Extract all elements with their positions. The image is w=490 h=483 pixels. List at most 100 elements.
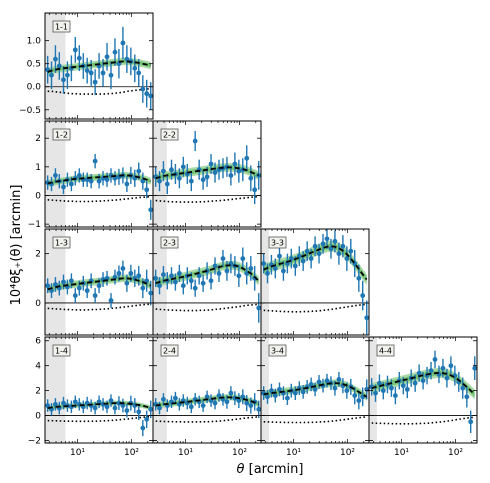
data-point bbox=[272, 393, 278, 399]
y-tick-label: 4 bbox=[35, 362, 41, 372]
data-point bbox=[228, 390, 234, 396]
panel-plot-area bbox=[45, 337, 153, 443]
x-tick-label: 10¹ bbox=[394, 448, 409, 458]
panel-label: 2-4 bbox=[163, 347, 176, 356]
panel-label-box bbox=[52, 236, 71, 249]
data-point bbox=[284, 395, 290, 401]
data-point bbox=[240, 256, 246, 261]
data-point bbox=[120, 40, 126, 46]
data-point bbox=[72, 293, 78, 298]
data-point bbox=[96, 399, 102, 405]
data-point bbox=[236, 168, 242, 174]
data-point bbox=[96, 283, 102, 289]
model-line bbox=[155, 166, 260, 180]
y-tick-label: −0.5 bbox=[19, 106, 41, 116]
data-point bbox=[72, 399, 78, 405]
model-line bbox=[155, 264, 260, 285]
model-band-inner bbox=[155, 165, 259, 181]
y-axis-title: 10⁴θξ₊(θ) [arcmin] bbox=[9, 185, 24, 306]
data-point bbox=[200, 177, 206, 183]
data-point bbox=[416, 370, 422, 376]
y-tick-label: 0.5 bbox=[27, 60, 41, 70]
data-point bbox=[136, 70, 142, 76]
model-line bbox=[47, 277, 152, 291]
data-point bbox=[104, 404, 110, 410]
data-point bbox=[128, 270, 134, 276]
data-point bbox=[88, 178, 94, 184]
data-point bbox=[161, 168, 166, 174]
data-point bbox=[360, 293, 366, 298]
y-tick-label: 0 bbox=[35, 299, 41, 309]
data-point bbox=[204, 174, 210, 180]
data-point bbox=[61, 279, 66, 285]
data-point bbox=[148, 406, 153, 412]
x-axis-unit: [arcmin] bbox=[245, 462, 304, 477]
data-point bbox=[373, 390, 378, 396]
y-tick-label: 0.0 bbox=[27, 83, 42, 93]
panel-plot-area bbox=[45, 229, 153, 335]
data-point bbox=[328, 246, 334, 252]
data-point bbox=[124, 280, 130, 286]
data-point bbox=[96, 178, 102, 184]
data-point bbox=[244, 155, 250, 161]
data-point bbox=[161, 272, 166, 278]
data-point bbox=[316, 251, 322, 257]
data-point bbox=[61, 400, 66, 406]
panel-plot-area bbox=[369, 337, 477, 443]
data-point bbox=[144, 187, 150, 193]
panel-3-4: 10¹ 10² 3-4 bbox=[260, 336, 370, 458]
panel-4-4: 10¹ 10² 4-4 bbox=[368, 336, 478, 458]
data-point bbox=[308, 256, 314, 261]
data-point bbox=[220, 256, 226, 261]
data-point bbox=[216, 270, 222, 276]
y-tick-label: 2 bbox=[35, 387, 41, 397]
data-point bbox=[428, 368, 434, 374]
scale-cut-region bbox=[261, 337, 269, 443]
data-point bbox=[45, 283, 51, 289]
panel-label: 3-4 bbox=[271, 347, 284, 356]
data-point bbox=[204, 394, 210, 400]
data-point bbox=[400, 383, 406, 389]
model-line bbox=[47, 402, 151, 409]
data-point bbox=[464, 394, 470, 400]
data-point bbox=[92, 158, 98, 164]
data-point bbox=[188, 178, 194, 184]
data-point bbox=[148, 207, 153, 213]
panel-plot-area bbox=[261, 337, 369, 443]
data-point bbox=[277, 386, 282, 392]
data-point bbox=[104, 54, 110, 60]
data-point bbox=[192, 285, 198, 291]
panel-1-2: −1 0 1 2 1-2 bbox=[28, 120, 154, 230]
data-point bbox=[76, 173, 82, 178]
data-point bbox=[68, 181, 74, 187]
y-tick-label: 2 bbox=[35, 250, 41, 260]
data-point bbox=[392, 393, 398, 399]
data-point bbox=[200, 280, 206, 286]
dotted-contribution-line bbox=[155, 416, 259, 423]
dotted-contribution-line bbox=[155, 303, 259, 312]
dotted-contribution-line bbox=[155, 195, 259, 203]
data-point bbox=[124, 408, 130, 413]
data-point bbox=[120, 266, 126, 271]
panel-2-2: 2-2 bbox=[152, 120, 262, 228]
data-point bbox=[108, 398, 114, 403]
data-point bbox=[68, 278, 74, 284]
panel-frame bbox=[368, 336, 478, 444]
data-point bbox=[272, 266, 278, 271]
data-point bbox=[148, 290, 153, 296]
data-point bbox=[104, 177, 110, 183]
data-point bbox=[140, 178, 146, 184]
panel-frame bbox=[260, 228, 370, 336]
data-point bbox=[157, 178, 162, 184]
panel-label-box bbox=[268, 344, 287, 357]
data-point bbox=[196, 273, 202, 279]
x-tick-label: 10¹ bbox=[178, 448, 193, 458]
x-tick-label: 10² bbox=[232, 448, 247, 458]
data-point bbox=[277, 253, 282, 259]
data-point bbox=[212, 170, 218, 175]
data-point bbox=[377, 380, 382, 386]
data-point bbox=[404, 386, 410, 392]
model-line bbox=[155, 396, 260, 407]
panel-plot-area bbox=[153, 229, 261, 335]
y-tick-label: 1 bbox=[35, 163, 41, 173]
